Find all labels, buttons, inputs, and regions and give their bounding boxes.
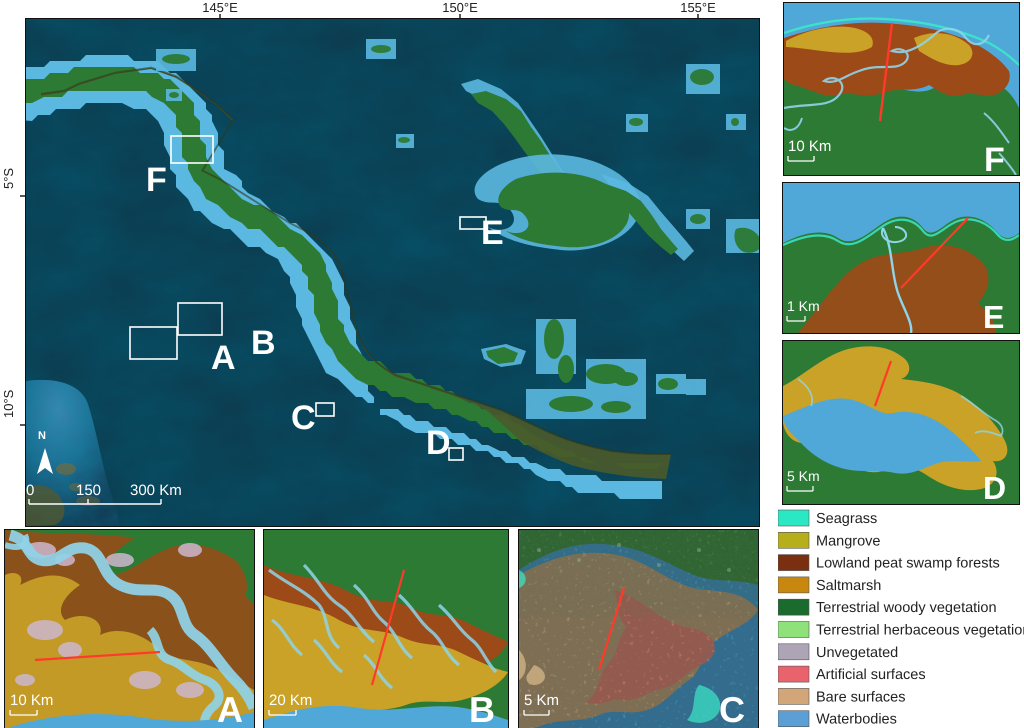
svg-text:E: E (481, 214, 504, 252)
svg-text:A: A (217, 689, 243, 728)
svg-text:20 Km: 20 Km (269, 692, 312, 709)
svg-text:Bare surfaces: Bare surfaces (816, 689, 905, 705)
svg-text:C: C (719, 689, 745, 728)
svg-text:B: B (251, 324, 276, 362)
svg-text:10 Km: 10 Km (10, 692, 53, 709)
svg-text:Mangrove: Mangrove (816, 533, 880, 549)
svg-text:Lowland peat swamp forests: Lowland peat swamp forests (816, 556, 1000, 572)
svg-text:B: B (469, 689, 495, 728)
svg-text:D: D (426, 424, 451, 462)
svg-text:1 Km: 1 Km (787, 298, 820, 314)
svg-text:5 Km: 5 Km (787, 468, 820, 484)
svg-text:E: E (983, 299, 1004, 333)
svg-text:C: C (291, 399, 316, 437)
svg-text:Terrestrial herbaceous vegetat: Terrestrial herbaceous vegetation (816, 623, 1024, 639)
svg-text:F: F (146, 161, 167, 199)
svg-text:F: F (984, 141, 1005, 175)
svg-text:Waterbodies: Waterbodies (816, 712, 897, 728)
svg-text:5 Km: 5 Km (524, 692, 559, 709)
svg-text:Terrestrial woody vegetation: Terrestrial woody vegetation (816, 600, 997, 616)
svg-text:Artificial surfaces: Artificial surfaces (816, 667, 926, 683)
svg-text:Saltmarsh: Saltmarsh (816, 578, 881, 594)
svg-text:N: N (38, 430, 46, 442)
svg-text:150: 150 (76, 482, 101, 499)
svg-text:Seagrass: Seagrass (816, 511, 877, 527)
svg-text:10 Km: 10 Km (788, 138, 831, 155)
svg-text:300 Km: 300 Km (130, 482, 182, 499)
svg-text:A: A (211, 339, 236, 377)
svg-text:D: D (983, 470, 1006, 504)
svg-text:0: 0 (26, 482, 34, 499)
svg-text:Unvegetated: Unvegetated (816, 645, 898, 661)
